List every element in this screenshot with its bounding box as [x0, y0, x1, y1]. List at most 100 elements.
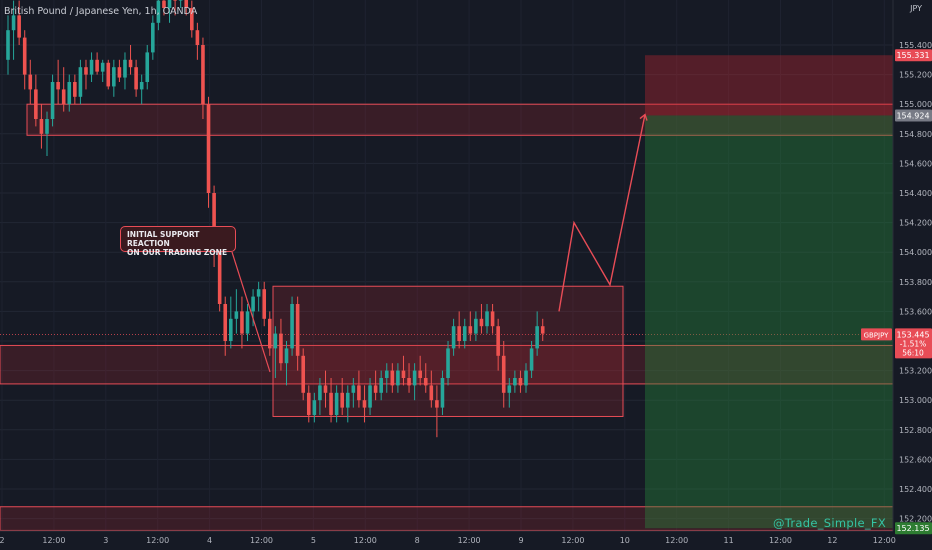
candle-body [173, 0, 177, 1]
x-tick-label: 9 [518, 536, 523, 545]
candle-body [151, 22, 155, 53]
y-tick-label: 152.400 [899, 485, 932, 494]
current-symbol-label: GBPJPY [864, 331, 890, 339]
candle-body [518, 378, 523, 386]
projection-path [231, 113, 648, 373]
candle-body [507, 385, 512, 393]
candle-body [84, 67, 88, 75]
y-tick-label: 152.800 [899, 426, 932, 435]
x-tick-label: 12:00 [146, 536, 169, 545]
ticker-title: British Pound / Japanese Yen, 1h, OANDA [4, 6, 198, 17]
candle-body [78, 67, 83, 97]
candle-body [229, 318, 233, 341]
entry-price-label-bg [895, 109, 932, 122]
current-price-bg [895, 328, 932, 359]
watermark: @Trade_Simple_FX [772, 516, 886, 530]
stop-price-label-bg [895, 522, 932, 535]
candle-body [451, 326, 456, 349]
candle-body [501, 355, 506, 393]
candle-body [145, 52, 150, 82]
candle-body [345, 392, 350, 408]
y-tick-label: 154.000 [899, 248, 932, 257]
candle-body [462, 326, 467, 341]
candle-body [340, 392, 344, 408]
candle-body [195, 30, 200, 45]
candle-body [73, 82, 77, 97]
candle-body [279, 333, 283, 364]
candle-body [379, 378, 383, 393]
x-tick-label: 11 [724, 536, 734, 545]
candle-body [351, 385, 356, 393]
candle-body [306, 392, 311, 415]
candle-body [496, 326, 500, 356]
y-tick-label: 154.400 [899, 189, 932, 198]
candle-body [435, 400, 439, 408]
y-tick-label: 154.600 [899, 159, 932, 168]
countdown-label: 56:10 [902, 348, 924, 357]
candle-body [479, 318, 484, 327]
candle-body [162, 0, 166, 9]
candle-body [256, 289, 261, 297]
candle-body [61, 89, 66, 105]
current-price-label: 153.445 [896, 330, 929, 339]
candle-body [535, 326, 539, 349]
candle-body [334, 392, 339, 415]
x-tick-label: 3 [103, 536, 108, 545]
candle-body [301, 355, 306, 393]
currency-label: JPY [910, 4, 922, 13]
candle-body [396, 370, 400, 386]
candle-body [240, 311, 244, 334]
candle-body [384, 370, 389, 378]
candle-body [28, 74, 33, 90]
candle-body [429, 385, 434, 401]
candle-body [234, 311, 239, 319]
candle-body [190, 8, 194, 31]
y-tick-label: 154.200 [899, 219, 932, 228]
candle-body [178, 0, 183, 1]
resistance-zone [26, 103, 894, 136]
candle-body [290, 304, 294, 349]
candle-body [446, 348, 450, 378]
projection-line [558, 114, 646, 312]
x-tick-label: 4 [207, 536, 212, 545]
candle-body [245, 311, 250, 334]
time-axis[interactable]: 2 12:00 3 12:00 4 12:00 5 12:00 8 12:00 9 12:00 10 12… [0, 530, 896, 545]
candle-body [50, 82, 55, 119]
y-tick-label: 155.000 [899, 100, 932, 109]
candle-body [284, 348, 289, 364]
candle-body [529, 348, 534, 371]
candle-body [401, 370, 406, 378]
candle-body [45, 119, 49, 134]
candle-body [390, 370, 395, 386]
y-tick-label: 153.600 [899, 307, 932, 316]
x-tick-label: 12:00 [665, 536, 688, 545]
candle-body [56, 82, 60, 90]
target-price-label: 155.331 [896, 51, 929, 60]
target-price-label-bg [895, 49, 932, 62]
current-change-label: -1.51% [900, 339, 927, 348]
y-tick-label: 155.200 [899, 71, 932, 80]
x-tick-label: 2 [0, 536, 5, 545]
candle-body [490, 311, 495, 327]
x-tick-label: 10 [620, 536, 630, 545]
candle-body [17, 15, 21, 38]
candles [6, 0, 545, 438]
risk-reward-box[interactable] [645, 55, 893, 529]
candle-body [474, 318, 478, 334]
x-tick-label: 8 [415, 536, 420, 545]
support-callout: INITIAL SUPPORT REACTION ON OUR TRADING … [120, 226, 236, 257]
candle-body [112, 67, 116, 87]
candle-body [468, 326, 473, 334]
candle-body [134, 67, 138, 90]
x-tick-label: 12:00 [561, 536, 584, 545]
candle-body [251, 296, 255, 312]
callout-pointer [231, 251, 271, 373]
candle-body [117, 67, 122, 78]
current-symbol-bg [861, 328, 892, 341]
candle-body [206, 104, 211, 193]
stop-area [645, 115, 893, 529]
candle-body [373, 385, 378, 393]
candle-body [89, 59, 94, 75]
candle-body [39, 119, 44, 134]
